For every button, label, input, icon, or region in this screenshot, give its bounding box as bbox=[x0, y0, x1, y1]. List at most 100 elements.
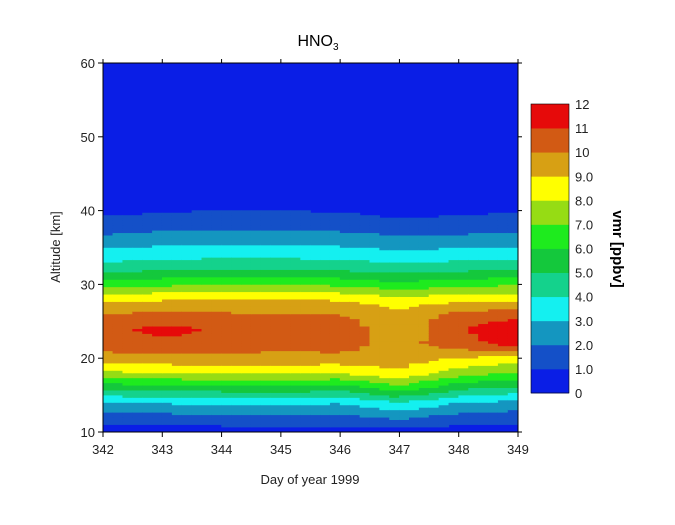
contour-cell bbox=[497, 264, 509, 268]
contour-cell bbox=[389, 407, 400, 411]
contour-cell bbox=[458, 316, 469, 320]
contour-cell bbox=[300, 259, 311, 263]
contour-cell bbox=[103, 266, 114, 270]
contour-cell bbox=[339, 212, 351, 216]
contour-cell bbox=[250, 252, 262, 256]
contour-cell bbox=[221, 308, 232, 312]
colorbar-band bbox=[531, 224, 569, 249]
contour-cell bbox=[122, 293, 133, 297]
contour-cell bbox=[310, 365, 321, 369]
contour-cell bbox=[142, 404, 153, 408]
contour-cell bbox=[438, 313, 450, 317]
contour-cell bbox=[132, 225, 143, 229]
contour-cell bbox=[300, 325, 311, 329]
contour-cell bbox=[458, 313, 469, 317]
contour-cell bbox=[379, 293, 390, 297]
contour-cell bbox=[418, 247, 430, 251]
contour-cell bbox=[211, 212, 222, 216]
contour-cell bbox=[103, 380, 114, 384]
contour-cell bbox=[409, 338, 420, 342]
contour-cell bbox=[152, 419, 163, 423]
contour-cell bbox=[468, 279, 479, 283]
contour-cell bbox=[161, 352, 173, 357]
contour-cell bbox=[320, 301, 331, 305]
contour-cell bbox=[359, 338, 371, 342]
contour-cell bbox=[260, 281, 272, 285]
contour-cell bbox=[379, 239, 390, 243]
contour-cell bbox=[280, 338, 292, 342]
contour-cell bbox=[250, 343, 262, 347]
contour-cell bbox=[241, 210, 252, 214]
contour-cell bbox=[211, 222, 222, 226]
contour-cell bbox=[428, 404, 440, 408]
contour-cell bbox=[320, 409, 331, 413]
contour-cell bbox=[142, 325, 153, 329]
contour-cell bbox=[103, 247, 114, 251]
contour-cell bbox=[201, 409, 212, 413]
contour-cell bbox=[181, 242, 193, 246]
contour-cell bbox=[399, 357, 410, 361]
contour-cell bbox=[458, 271, 469, 275]
contour-cell bbox=[438, 424, 450, 428]
contour-cell bbox=[290, 293, 301, 297]
contour-cell bbox=[379, 377, 390, 381]
contour-cell bbox=[201, 242, 212, 246]
contour-cell bbox=[379, 409, 390, 413]
contour-cell bbox=[181, 303, 193, 307]
contour-cell bbox=[488, 380, 499, 384]
contour-cell bbox=[369, 387, 380, 391]
contour-cell bbox=[369, 375, 380, 379]
contour-cell bbox=[507, 402, 518, 406]
contour-cell bbox=[142, 387, 153, 391]
contour-cell bbox=[300, 414, 311, 418]
contour-cell bbox=[428, 343, 440, 347]
contour-cell bbox=[142, 392, 153, 396]
contour-cell bbox=[488, 266, 499, 270]
contour-cell bbox=[152, 407, 163, 411]
contour-cell bbox=[497, 234, 509, 238]
contour-cell bbox=[320, 244, 331, 248]
contour-cell bbox=[409, 217, 420, 221]
contour-cell bbox=[458, 306, 469, 310]
contour-cell bbox=[103, 407, 114, 411]
contour-cell bbox=[270, 229, 282, 234]
contour-cell bbox=[112, 239, 124, 243]
contour-cell bbox=[270, 306, 282, 310]
contour-cell bbox=[339, 293, 351, 297]
contour-cell bbox=[103, 232, 114, 236]
contour-cell bbox=[438, 237, 450, 241]
contour-cell bbox=[488, 252, 499, 256]
x-tick-label: 342 bbox=[92, 442, 114, 457]
contour-cell bbox=[438, 222, 450, 226]
contour-cell bbox=[488, 271, 499, 275]
contour-cell bbox=[310, 409, 321, 413]
contour-cell bbox=[241, 325, 252, 329]
contour-cell bbox=[152, 259, 163, 263]
contour-cell bbox=[201, 281, 212, 285]
contour-cell bbox=[290, 409, 301, 413]
contour-cell bbox=[438, 220, 450, 224]
contour-cell bbox=[231, 333, 242, 337]
contour-cell bbox=[201, 389, 212, 393]
contour-cell bbox=[152, 384, 163, 389]
contour-cell bbox=[250, 225, 262, 229]
contour-cell bbox=[201, 252, 212, 256]
contour-cell bbox=[507, 318, 518, 322]
contour-cell bbox=[270, 362, 282, 366]
contour-cell bbox=[468, 293, 479, 297]
contour-cell bbox=[488, 318, 499, 322]
contour-cell bbox=[112, 308, 124, 312]
contour-cell bbox=[458, 311, 469, 315]
contour-cell bbox=[339, 360, 351, 364]
contour-cell bbox=[171, 407, 183, 411]
contour-cell bbox=[359, 234, 371, 238]
contour-cell bbox=[191, 301, 203, 305]
contour-cell bbox=[409, 296, 420, 300]
contour-cell bbox=[339, 407, 351, 411]
contour-cell bbox=[241, 249, 252, 253]
contour-cell bbox=[468, 271, 479, 275]
contour-cell bbox=[329, 372, 341, 376]
contour-cell bbox=[211, 328, 222, 332]
contour-cell bbox=[497, 281, 509, 285]
contour-cell bbox=[280, 350, 292, 354]
